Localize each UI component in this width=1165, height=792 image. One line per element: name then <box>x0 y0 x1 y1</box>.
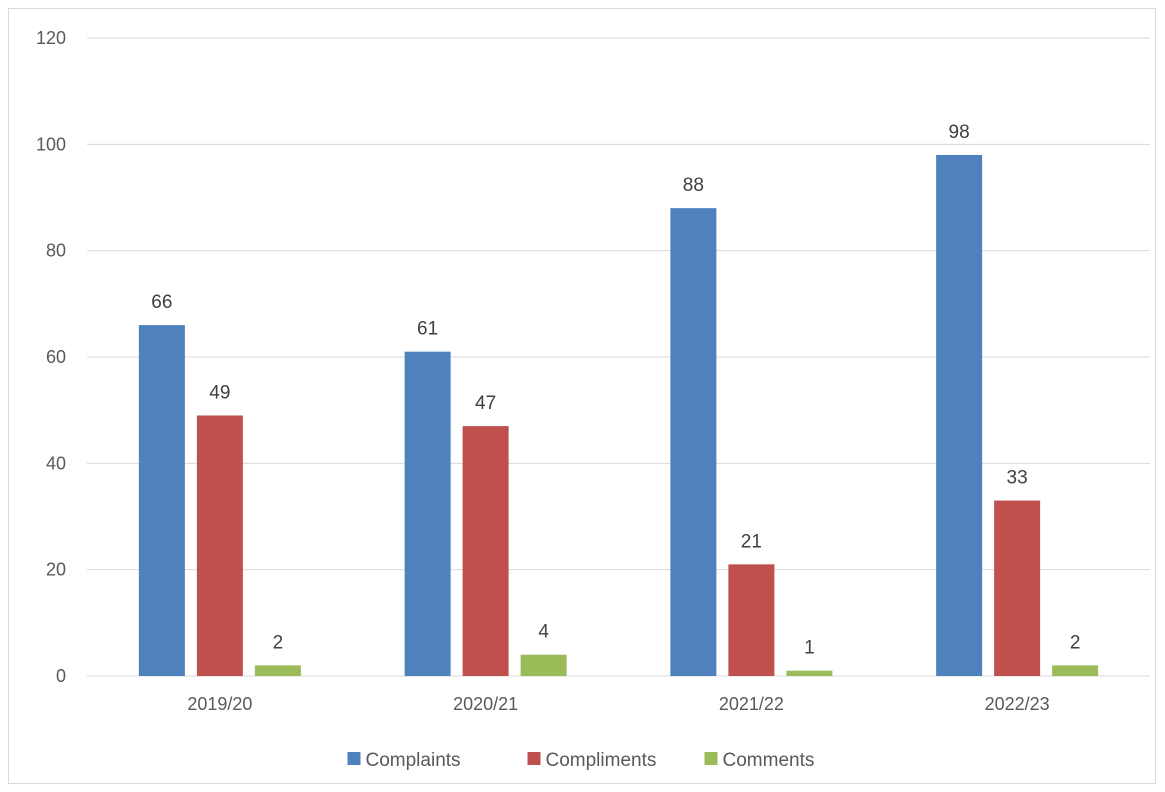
x-tick-label: 2021/22 <box>719 694 784 714</box>
legend-label-complaints: Complaints <box>366 750 461 771</box>
bar-compliments-2021-22 <box>728 564 775 676</box>
bar-comments-2019-20 <box>254 665 301 676</box>
bars <box>138 154 1099 676</box>
data-label: 21 <box>741 531 762 552</box>
x-tick-label: 2022/23 <box>985 694 1050 714</box>
data-label: 49 <box>209 382 230 403</box>
legend-label-compliments: Compliments <box>546 750 657 771</box>
bar-complaints-2022-23 <box>936 154 983 676</box>
legend-swatch-compliments <box>527 752 541 765</box>
data-label: 98 <box>949 122 970 143</box>
x-tick-label: 2020/21 <box>453 694 518 714</box>
bar-compliments-2019-20 <box>196 415 243 676</box>
legend-label-comments: Comments <box>723 750 815 771</box>
y-tick-label: 100 <box>36 134 66 154</box>
bar-comments-2022-23 <box>1052 665 1099 676</box>
gridlines <box>87 37 1150 677</box>
legend-swatch-comments <box>704 752 718 765</box>
bar-complaints-2020-21 <box>404 351 451 676</box>
bar-complaints-2021-22 <box>670 208 717 676</box>
x-axis: 2019/20 2020/21 2021/22 2022/23 <box>87 675 1150 714</box>
y-tick-label: 0 <box>56 666 66 686</box>
y-tick-label: 60 <box>46 347 66 367</box>
y-tick-label: 40 <box>46 453 66 473</box>
bar-comments-2021-22 <box>786 670 833 676</box>
y-axis: 0 20 40 60 80 100 120 <box>36 28 66 686</box>
data-label: 2 <box>1070 632 1081 653</box>
y-tick-label: 120 <box>36 28 66 48</box>
bar-compliments-2022-23 <box>994 500 1041 676</box>
data-label: 2 <box>273 632 284 653</box>
data-label: 47 <box>475 393 496 414</box>
data-label: 1 <box>804 638 815 659</box>
legend: Complaints Compliments Comments <box>347 750 815 771</box>
bar-comments-2020-21 <box>520 654 567 676</box>
data-label: 33 <box>1007 468 1028 489</box>
bar-complaints-2019-20 <box>138 325 185 676</box>
y-tick-label: 80 <box>46 241 66 261</box>
data-label: 88 <box>683 175 704 196</box>
bar-compliments-2020-21 <box>462 426 509 676</box>
data-label: 61 <box>417 319 438 340</box>
data-labels: 66 49 2 61 47 4 88 21 1 98 33 2 <box>151 122 1080 659</box>
y-tick-label: 20 <box>46 560 66 580</box>
legend-swatch-complaints <box>347 752 361 765</box>
data-label: 66 <box>151 292 172 313</box>
data-label: 4 <box>538 622 549 643</box>
x-tick-label: 2019/20 <box>187 694 252 714</box>
